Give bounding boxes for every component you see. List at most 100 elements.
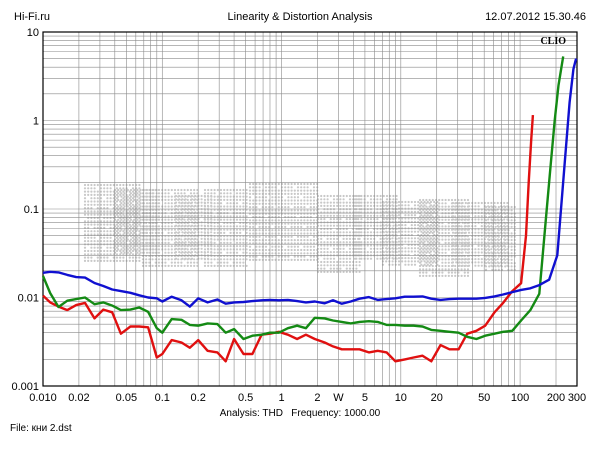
watermark-dot — [477, 261, 480, 264]
watermark-dot — [488, 229, 491, 232]
watermark-dot — [207, 188, 210, 192]
watermark-dot — [255, 255, 258, 258]
watermark-dot — [96, 249, 99, 253]
watermark-dot — [394, 247, 397, 250]
watermark-dot — [280, 252, 284, 255]
watermark-dot — [216, 202, 219, 205]
watermark-dot — [379, 257, 382, 260]
watermark-dot — [420, 220, 423, 223]
watermark-dot — [219, 198, 223, 201]
watermark-dot — [500, 225, 504, 228]
watermark-dot — [401, 260, 404, 263]
watermark-dot — [312, 182, 316, 186]
watermark-dot — [131, 259, 135, 262]
watermark-dot — [181, 244, 184, 247]
watermark-dot — [444, 202, 447, 205]
watermark-dot — [148, 245, 151, 248]
watermark-dot — [96, 207, 99, 210]
watermark-dot — [280, 258, 284, 261]
watermark-dot — [181, 194, 184, 198]
watermark-dot — [458, 248, 461, 251]
watermark-dot — [342, 247, 345, 250]
watermark-dot — [129, 218, 133, 221]
watermark-dot — [461, 234, 464, 238]
watermark-dot — [242, 261, 245, 264]
watermark-dot — [339, 267, 342, 270]
watermark-dot — [255, 235, 258, 238]
watermark-dot — [425, 208, 428, 211]
watermark-dot — [248, 245, 252, 248]
watermark-dot — [306, 182, 309, 186]
watermark-dot — [280, 225, 284, 228]
watermark-dot — [210, 218, 213, 221]
watermark-dot — [480, 234, 483, 238]
watermark-dot — [122, 256, 125, 259]
watermark-dot — [258, 235, 261, 238]
watermark-dot — [287, 189, 290, 192]
watermark-dot — [190, 224, 194, 227]
watermark-dot — [219, 238, 223, 241]
watermark-dot — [83, 207, 87, 210]
watermark-dot — [148, 202, 151, 205]
watermark-dot — [151, 241, 154, 244]
watermark-dot — [426, 214, 429, 217]
watermark-dot — [154, 258, 157, 261]
watermark-dot — [117, 248, 120, 251]
watermark-dot — [119, 183, 122, 187]
watermark-dot — [312, 219, 316, 222]
watermark-dot — [96, 233, 99, 236]
watermark-dot — [497, 265, 500, 268]
watermark-dot — [303, 245, 306, 248]
watermark-dot — [252, 229, 255, 232]
watermark-dot — [109, 210, 112, 213]
watermark-dot — [252, 252, 255, 255]
watermark-dot — [167, 264, 170, 267]
watermark-dot — [264, 219, 268, 222]
watermark-dot — [309, 245, 312, 248]
watermark-dot — [300, 248, 303, 252]
watermark-dot — [187, 221, 190, 224]
watermark-dot — [447, 264, 450, 268]
watermark-dot — [117, 192, 120, 195]
watermark-dot — [226, 205, 229, 208]
watermark-dot — [447, 222, 450, 225]
watermark-dot — [345, 244, 348, 247]
watermark-dot — [438, 248, 441, 251]
watermark-dot — [138, 200, 141, 203]
watermark-dot — [451, 225, 455, 228]
watermark-dot — [119, 233, 122, 236]
watermark-dot — [444, 238, 447, 241]
watermark-dot — [173, 261, 177, 264]
watermark-dot — [484, 209, 488, 212]
watermark-dot — [461, 241, 464, 244]
watermark-dot — [164, 225, 167, 228]
watermark-dot — [404, 247, 407, 250]
watermark-dot — [404, 214, 407, 217]
watermark-dot — [280, 248, 284, 252]
watermark-dot — [252, 189, 255, 192]
watermark-dot — [96, 220, 99, 223]
watermark-dot — [363, 224, 366, 227]
watermark-dot — [438, 268, 441, 271]
watermark-dot — [93, 240, 96, 243]
watermark-dot — [87, 230, 90, 233]
watermark-dot — [186, 264, 189, 267]
watermark-dot — [329, 237, 332, 240]
watermark-dot — [309, 196, 312, 199]
watermark-dot — [348, 257, 352, 260]
watermark-dot — [131, 203, 135, 206]
watermark-dot — [494, 258, 497, 261]
watermark-dot — [500, 268, 504, 271]
watermark-dot — [245, 258, 248, 261]
watermark-dot — [181, 218, 184, 221]
watermark-dot — [397, 214, 401, 217]
watermark-dot — [174, 221, 178, 224]
watermark-dot — [441, 228, 444, 231]
watermark-dot — [203, 218, 207, 221]
watermark-dot — [504, 248, 507, 251]
watermark-dot — [167, 195, 170, 198]
watermark-dot — [444, 225, 447, 228]
watermark-dot — [178, 251, 181, 254]
watermark-dot — [345, 201, 348, 204]
watermark-dot — [128, 223, 131, 226]
